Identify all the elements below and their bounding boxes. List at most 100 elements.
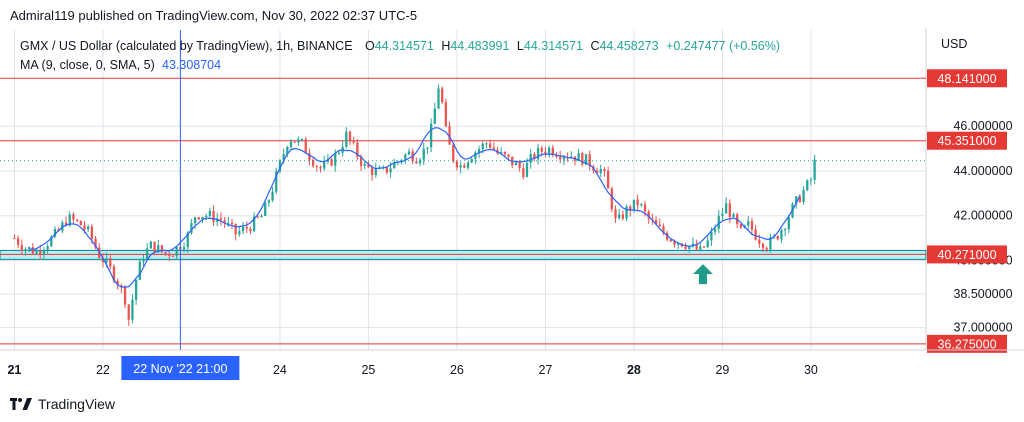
candle-body <box>614 209 617 219</box>
candle-body <box>157 245 160 252</box>
candle-body <box>761 243 765 249</box>
candle-body <box>728 203 731 217</box>
candle-body <box>787 217 790 230</box>
tradingview-footer[interactable]: TradingView <box>10 396 115 412</box>
candle-body <box>522 168 525 177</box>
candle-body <box>356 142 359 157</box>
candle-body <box>182 247 186 250</box>
candle-body <box>400 160 403 162</box>
candle-body <box>245 226 248 229</box>
candle-body <box>577 152 580 161</box>
candle-body <box>370 167 374 175</box>
candle-body <box>699 246 702 250</box>
candle-body <box>754 229 757 240</box>
candle-body <box>168 253 171 256</box>
candle-body <box>780 230 783 240</box>
candle-body <box>264 202 267 216</box>
candle-body <box>153 241 156 252</box>
candle-body <box>540 148 543 152</box>
time-tick-label: 25 <box>361 363 375 377</box>
candle-body <box>267 200 271 203</box>
candle-body <box>112 266 116 281</box>
grid-lines <box>0 28 927 350</box>
candle-body <box>544 151 547 154</box>
candle-body <box>466 162 470 168</box>
candle-body <box>629 206 632 211</box>
candle-body <box>658 224 661 227</box>
change-value: +0.247477 (+0.56%) <box>666 39 780 53</box>
level-label: 40.271000 <box>937 248 996 262</box>
candle-body <box>795 196 798 204</box>
ma-label: MA (9, close, 0, SMA, 5) <box>20 58 155 72</box>
level-label-box <box>927 245 1007 264</box>
candlestick-chart[interactable]: 46.00000044.00000042.00000040.00000038.5… <box>0 28 1024 384</box>
candle-body <box>747 221 750 226</box>
candle-body <box>562 157 566 160</box>
candle-body <box>201 217 204 220</box>
candle-body <box>83 225 86 230</box>
price-tick-label: 42.000000 <box>953 209 1012 223</box>
candle-body <box>75 219 79 221</box>
candle-body <box>123 287 127 305</box>
candle-body <box>64 222 68 226</box>
publisher-line: Admiral119 published on TradingView.com,… <box>10 8 418 23</box>
time-axis[interactable]: 21 22 24 25 26 27 28 29 30 22 Nov '22 21:00 <box>0 349 1024 380</box>
candle-body <box>809 179 813 181</box>
candle-body <box>87 226 90 230</box>
candle-body <box>39 250 42 254</box>
candle-body <box>385 167 389 173</box>
candle-body <box>134 279 138 300</box>
candle-body <box>109 258 112 267</box>
candle-body <box>433 108 436 124</box>
candle-body <box>798 196 802 203</box>
candle-body <box>282 154 285 161</box>
candle-body <box>293 141 296 143</box>
candle-body <box>455 161 459 168</box>
level-label: 36.275000 <box>937 337 996 351</box>
candle-body <box>241 226 245 232</box>
candle-body <box>31 247 35 254</box>
time-tick-label: 24 <box>273 363 287 377</box>
candle-body <box>105 258 108 263</box>
candle-body <box>300 139 304 141</box>
candle-body <box>448 126 451 145</box>
candle-body <box>477 149 481 153</box>
low-value: 44.314571 <box>524 39 583 53</box>
candle-body <box>610 188 613 210</box>
ohlc-values: O44.314571 H44.483991 L44.314571 C44.458… <box>365 39 780 53</box>
candle-body <box>621 214 625 219</box>
level-label-box <box>927 69 1007 88</box>
candle-body <box>193 217 197 224</box>
candle-body <box>724 203 728 214</box>
candle-body <box>732 214 735 217</box>
candle-body <box>769 237 772 250</box>
candle-body <box>164 251 167 254</box>
candle-body <box>688 245 691 250</box>
candle-body <box>50 236 53 247</box>
chart-legend: GMX / US Dollar (calculated by TradingVi… <box>20 39 780 72</box>
candle-body <box>289 141 293 147</box>
candle-body <box>146 248 149 260</box>
candle-body <box>238 231 241 235</box>
candle-body <box>551 147 554 156</box>
candle-body <box>555 155 558 157</box>
candle-body <box>739 224 743 228</box>
candle-body <box>68 214 71 226</box>
candle-body <box>444 102 448 127</box>
candle-body <box>205 215 208 218</box>
candle-body <box>337 152 341 154</box>
candle-body <box>374 168 377 175</box>
candle-body <box>175 247 178 257</box>
candle-body <box>418 159 422 164</box>
candle-body <box>275 171 278 192</box>
candle-body <box>359 156 363 166</box>
candle-body <box>643 204 647 212</box>
candle-body <box>691 243 695 246</box>
time-tick-label: 29 <box>715 363 729 377</box>
time-tick-label: 21 <box>7 363 21 377</box>
price-axis[interactable]: 46.00000044.00000042.00000040.00000038.5… <box>927 69 1013 353</box>
ma-value: 43.308704 <box>162 58 221 72</box>
candle-body <box>599 169 602 173</box>
candle-body <box>42 249 46 254</box>
candle-body <box>721 213 724 216</box>
